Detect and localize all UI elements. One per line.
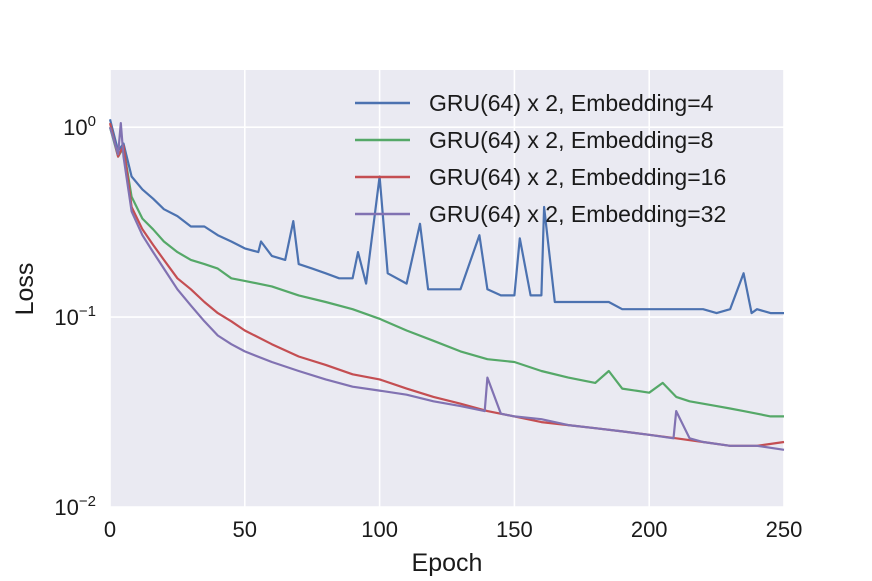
y-tick-label: 10−1 <box>54 303 96 330</box>
legend: GRU(64) x 2, Embedding=4 GRU(64) x 2, Emb… <box>355 90 726 227</box>
x-tick-label: 200 <box>631 517 668 542</box>
x-axis-ticks: 0 50 100 150 200 250 <box>104 517 802 542</box>
series-line-1 <box>108 119 784 315</box>
series-layer <box>108 119 785 451</box>
series-line-2 <box>108 126 784 418</box>
legend-label-3: GRU(64) x 2, Embedding=16 <box>429 164 726 190</box>
y-tick-label: 100 <box>63 113 96 140</box>
legend-label-1: GRU(64) x 2, Embedding=4 <box>429 90 714 116</box>
series-line-4 <box>108 121 785 451</box>
x-tick-label: 0 <box>104 517 116 542</box>
y-axis-ticks: 100 10−1 10−2 <box>54 113 96 520</box>
legend-label-4: GRU(64) x 2, Embedding=32 <box>429 201 726 227</box>
x-tick-label: 150 <box>496 517 533 542</box>
y-tick-label: 10−2 <box>54 493 96 520</box>
x-tick-label: 250 <box>766 517 803 542</box>
x-axis-label: Epoch <box>412 549 483 577</box>
x-tick-label: 100 <box>361 517 398 542</box>
x-tick-label: 50 <box>233 517 257 542</box>
legend-label-2: GRU(64) x 2, Embedding=8 <box>429 127 713 153</box>
y-axis-label: Loss <box>11 263 39 316</box>
